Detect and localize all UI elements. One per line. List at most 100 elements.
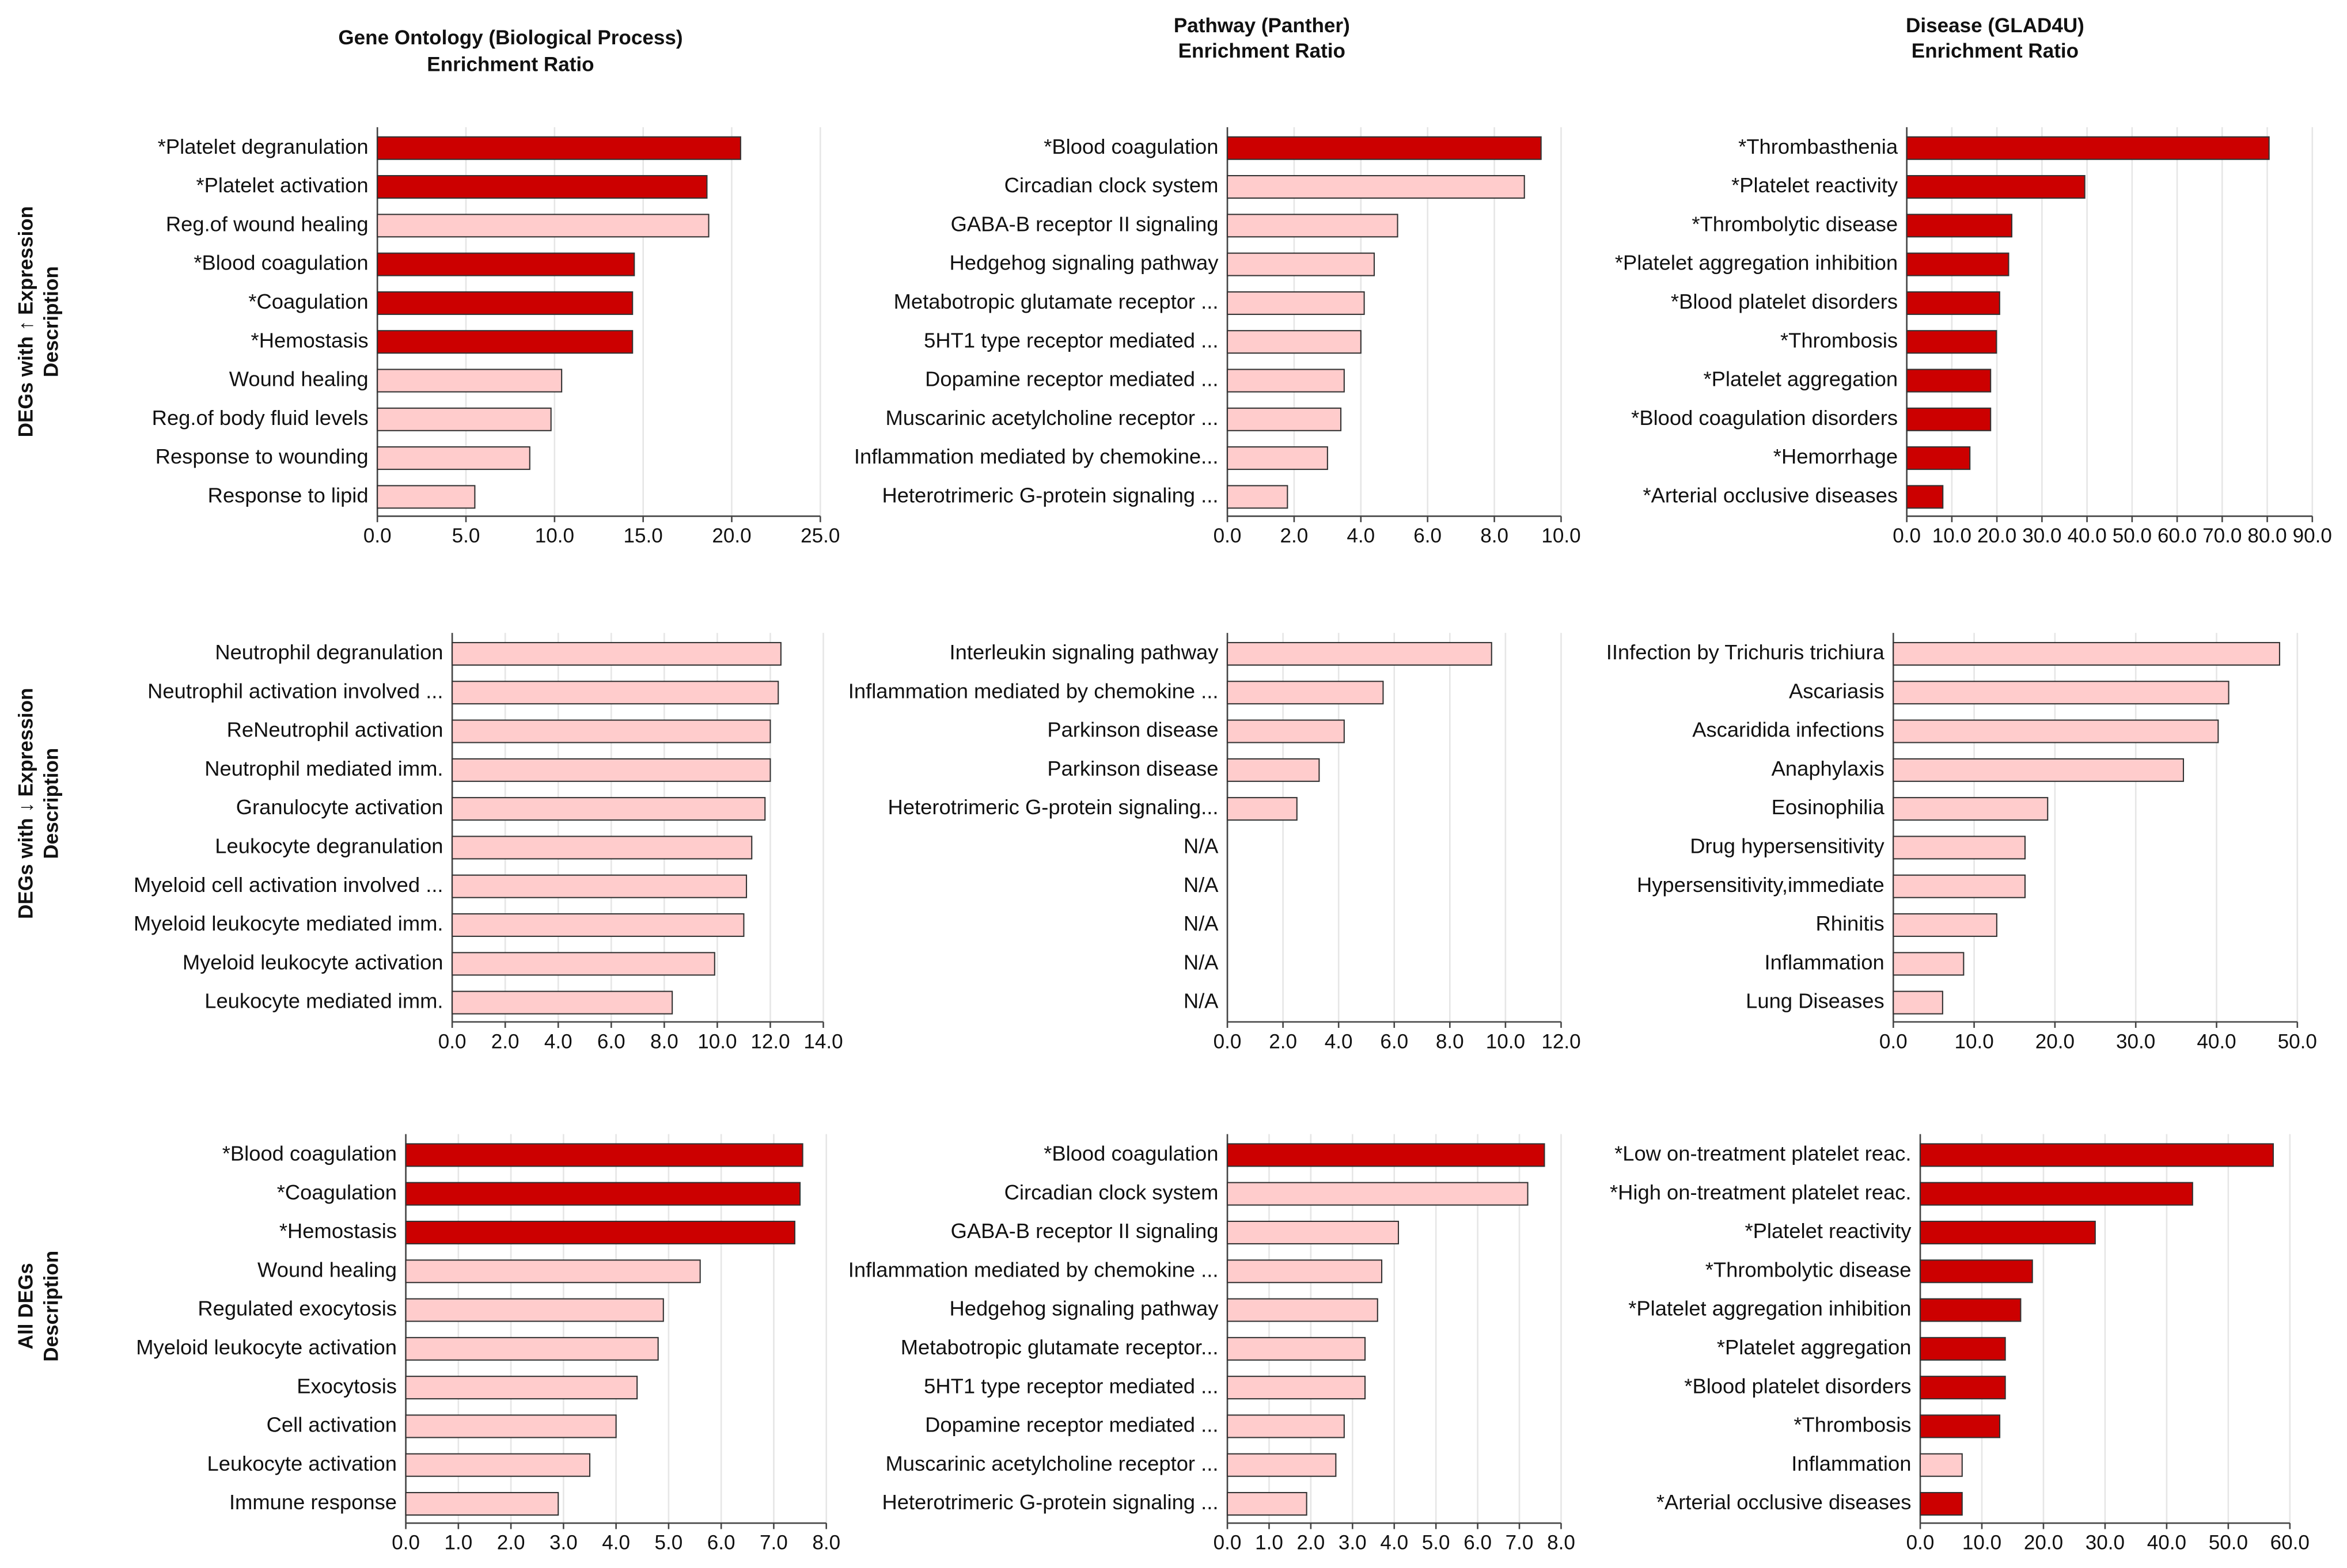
category-label: ReNeutrophil activation xyxy=(227,718,443,742)
x-tick-label: 6.0 xyxy=(1380,1030,1408,1053)
bar xyxy=(405,1492,559,1516)
x-tick-label: 90.0 xyxy=(2293,525,2332,547)
category-label: *Platelet aggregation xyxy=(1703,367,1898,391)
x-tick-label: 0.0 xyxy=(1879,1030,1908,1053)
bar xyxy=(1893,681,2230,705)
bar xyxy=(1906,485,1944,509)
bar xyxy=(452,719,771,743)
column-title: Pathway (Panther) xyxy=(1174,14,1350,37)
bar xyxy=(1226,1143,1545,1167)
x-tick-label: 10.0 xyxy=(1486,1030,1525,1053)
category-label: Response to wounding xyxy=(156,445,369,468)
category-label: Myeloid cell activation involved ... xyxy=(134,873,443,897)
row-title: DEGs with ↑ Expression xyxy=(14,206,37,437)
x-tick-label: 4.0 xyxy=(1347,525,1375,547)
category-label: Parkinson disease xyxy=(1047,757,1218,780)
category-label: Neutrophil mediated imm. xyxy=(204,757,443,780)
x-tick-label: 0.0 xyxy=(1214,525,1242,547)
column-title: Gene Ontology (Biological Process) xyxy=(338,26,683,49)
bar xyxy=(377,136,741,160)
bar xyxy=(377,252,635,276)
x-tick-label: 4.0 xyxy=(544,1030,572,1053)
x-tick-label: 6.0 xyxy=(1413,525,1442,547)
bar xyxy=(1893,758,2185,782)
category-label: *Coagulation xyxy=(277,1180,397,1204)
category-label: 5HT1 type receptor mediated ... xyxy=(924,1374,1218,1398)
category-label: 5HT1 type receptor mediated ... xyxy=(924,328,1218,352)
category-label: *Hemorrhage xyxy=(1773,445,1898,468)
x-tick-label: 4.0 xyxy=(602,1532,630,1554)
bar xyxy=(1906,291,2000,315)
category-label: *Thrombolytic disease xyxy=(1705,1258,1912,1281)
x-tick-label: 10.0 xyxy=(1954,1030,1993,1053)
x-tick-label: 20.0 xyxy=(2035,1030,2075,1053)
category-label: Dopamine receptor mediated ... xyxy=(925,367,1218,391)
category-label: Muscarinic acetylcholine receptor ... xyxy=(885,1452,1218,1475)
x-tick-label: 40.0 xyxy=(2067,525,2106,547)
category-label: *Thrombolytic disease xyxy=(1692,212,1898,236)
category-label: Reg.of body fluid levels xyxy=(152,406,369,430)
bar xyxy=(1893,836,2026,860)
bar xyxy=(452,952,715,976)
bar xyxy=(377,174,708,199)
bar xyxy=(1920,1337,2006,1361)
bar xyxy=(1226,1492,1307,1516)
category-label: Heterotrimeric G-protein signaling... xyxy=(888,795,1219,819)
bar xyxy=(1920,1259,2033,1284)
category-label: *Blood coagulation disorders xyxy=(1631,406,1898,430)
row-subtitle: Description xyxy=(40,748,63,859)
bar xyxy=(1226,485,1288,509)
row-subtitle: Description xyxy=(40,1251,63,1362)
bar xyxy=(1920,1492,1963,1516)
bar xyxy=(1226,1453,1337,1477)
category-label: *Platelet activation xyxy=(196,173,368,197)
category-label: Parkinson disease xyxy=(1047,718,1218,742)
category-label: Anaphylaxis xyxy=(1772,757,1885,780)
x-tick-label: 4.0 xyxy=(1380,1532,1408,1554)
bar xyxy=(1920,1182,2193,1206)
x-tick-label: 8.0 xyxy=(1480,525,1508,547)
category-label: Metabotropic glutamate receptor ... xyxy=(894,290,1219,313)
bar xyxy=(1226,681,1384,705)
x-tick-label: 25.0 xyxy=(801,525,840,547)
bar xyxy=(1226,136,1542,160)
x-tick-label: 8.0 xyxy=(812,1532,840,1554)
x-tick-label: 50.0 xyxy=(2209,1532,2248,1554)
category-label: Neutrophil activation involved ... xyxy=(147,679,443,703)
category-label: N/A xyxy=(1184,873,1219,897)
bar xyxy=(1226,369,1345,393)
x-tick-label: 8.0 xyxy=(1547,1532,1575,1554)
bar xyxy=(377,330,634,354)
x-tick-label: 6.0 xyxy=(1463,1532,1492,1554)
category-label: Inflammation xyxy=(1765,950,1885,974)
bar xyxy=(405,1376,638,1400)
category-label: *Arterial occlusive diseases xyxy=(1643,483,1898,507)
bar xyxy=(1893,719,2219,743)
bar xyxy=(1226,1414,1345,1438)
x-tick-label: 10.0 xyxy=(697,1030,737,1053)
bar xyxy=(1226,1376,1366,1400)
x-tick-label: 7.0 xyxy=(1506,1532,1534,1554)
x-tick-label: 20.0 xyxy=(712,525,751,547)
bar xyxy=(377,407,552,431)
category-label: Circadian clock system xyxy=(1004,173,1219,197)
bar xyxy=(1226,1337,1366,1361)
bar xyxy=(1226,758,1320,782)
bar xyxy=(377,446,530,470)
bar xyxy=(452,874,748,898)
x-tick-label: 4.0 xyxy=(1325,1030,1353,1053)
bar xyxy=(452,681,779,705)
category-label: *Blood platelet disorders xyxy=(1671,290,1898,313)
x-tick-label: 14.0 xyxy=(803,1030,843,1053)
category-label: Ascaridida infections xyxy=(1692,718,1884,742)
x-tick-label: 2.0 xyxy=(1280,525,1309,547)
column-subtitle: Enrichment Ratio xyxy=(1178,40,1345,62)
category-label: *Arterial occlusive diseases xyxy=(1656,1490,1912,1514)
x-tick-label: 5.0 xyxy=(452,525,480,547)
bar xyxy=(1226,1259,1383,1284)
category-label: *Blood coagulation xyxy=(194,251,368,275)
category-label: Heterotrimeric G-protein signaling ... xyxy=(882,1490,1218,1514)
x-tick-label: 2.0 xyxy=(1269,1030,1297,1053)
